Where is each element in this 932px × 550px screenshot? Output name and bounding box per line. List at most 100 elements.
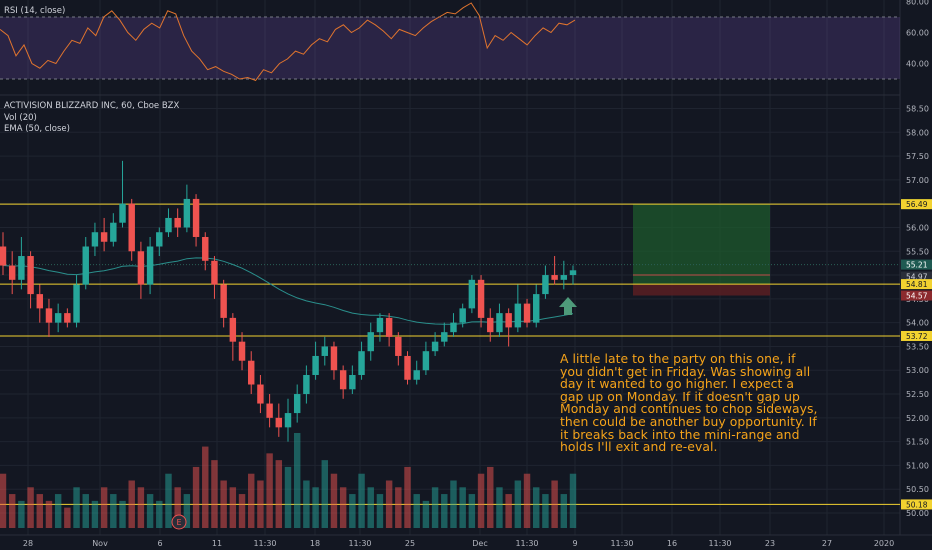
volume-bar-7 [64, 507, 71, 528]
candle-body-36 [330, 346, 338, 371]
candle-body-32 [293, 394, 301, 414]
price-tick-label-17: 50.00 [906, 509, 929, 518]
price-tick-label-6: 55.50 [906, 247, 929, 256]
time-tick-label-8: Dec [472, 539, 487, 548]
price-tick-label-13: 52.00 [906, 414, 929, 423]
rsi-label[interactable]: RSI (14, close) [4, 6, 65, 16]
volume-bar-3 [27, 487, 34, 528]
candle-body-44 [404, 355, 411, 380]
volume-bar-2 [18, 500, 25, 528]
candle-body-22 [202, 236, 209, 261]
volume-bar-16 [146, 494, 154, 528]
candle-body-6 [54, 313, 62, 323]
volume-bar-28 [257, 480, 264, 528]
candle-body-35 [321, 346, 328, 356]
level-tag-3: 50.18 [906, 500, 928, 509]
candle-body-60 [551, 275, 558, 280]
time-tick-label-4: 11:30 [253, 539, 276, 548]
price-tick-label-14: 51.50 [906, 438, 929, 447]
ema-label[interactable]: EMA (50, close) [4, 124, 70, 134]
candle-body-17 [156, 232, 163, 247]
volume-bar-15 [137, 487, 145, 528]
volume-bar-32 [293, 433, 301, 528]
volume-bar-33 [303, 480, 310, 528]
candle-body-31 [284, 413, 292, 428]
time-tick-label-3: 11 [212, 539, 222, 548]
price-tick-label-0: 58.50 [906, 105, 929, 114]
time-tick-label-15: 27 [822, 539, 832, 548]
volume-bar-11 [100, 487, 108, 528]
time-tick-label-13: 11:30 [708, 539, 731, 548]
level-tag-1: 54.81 [906, 280, 928, 289]
candle-body-53 [487, 317, 494, 333]
candle-body-23 [211, 260, 218, 285]
candle-body-47 [431, 341, 439, 352]
volume-bar-43 [395, 487, 402, 528]
candle-body-40 [367, 332, 374, 352]
candle-body-19 [174, 217, 181, 228]
volume-bar-58 [533, 487, 540, 528]
price-tick-label-11: 53.00 [906, 366, 929, 375]
time-tick-label-2: 6 [157, 539, 162, 548]
candle-body-43 [395, 336, 402, 356]
candle-body-5 [45, 308, 53, 323]
volume-bar-60 [551, 480, 558, 528]
trade-annotation: A little late to the party on this one, … [560, 351, 818, 455]
rsi-pane [0, 2, 900, 82]
candle-body-45 [413, 370, 420, 380]
price-tick-label-1: 58.00 [906, 128, 929, 137]
time-tick-label-10: 9 [572, 539, 577, 548]
candle-body-15 [137, 251, 145, 285]
volume-bar-25 [229, 487, 237, 528]
mid-price-tag: 55.21 [906, 261, 928, 270]
symbol-label[interactable]: ACTIVISION BLIZZARD INC, 60, Cboe BZX [4, 101, 180, 111]
candle-body-18 [165, 217, 172, 233]
volume-bar-37 [339, 487, 347, 528]
candle-body-8 [73, 284, 80, 323]
rsi-tick-label-2: 40.00 [906, 60, 929, 69]
rsi-line [0, 2, 576, 82]
earnings-marker-icon[interactable]: E [171, 514, 187, 530]
up-arrow-icon [559, 297, 577, 315]
volume-bar-39 [358, 473, 365, 528]
price-tick-label-10: 53.50 [906, 342, 929, 351]
candle-body-10 [91, 232, 99, 247]
volume-label[interactable]: Vol (20) [4, 113, 37, 123]
volume-bars [0, 433, 577, 528]
candle-body-33 [303, 374, 310, 395]
volume-bar-10 [91, 500, 99, 528]
time-tick-label-6: 11:30 [348, 539, 371, 548]
candle-body-21 [192, 198, 200, 237]
candle-body-20 [183, 198, 191, 228]
stop-price-tag-bg [901, 290, 932, 301]
volume-bar-19 [174, 487, 181, 528]
volume-bar-52 [477, 473, 485, 528]
price-tick-label-3: 57.00 [906, 176, 929, 185]
time-tick-label-16: 2020 [874, 539, 894, 548]
candle-body-50 [459, 308, 466, 323]
level-tag-0-bg [901, 199, 932, 210]
time-tick-label-7: 25 [405, 539, 415, 548]
volume-bar-0 [0, 473, 7, 528]
candle-body-9 [82, 246, 89, 285]
volume-bar-18 [165, 473, 172, 528]
candle-body-54 [496, 313, 503, 333]
volume-bar-38 [349, 494, 356, 528]
volume-bar-30 [275, 460, 283, 528]
rsi-tick-label-0: 80.00 [906, 0, 929, 7]
ema-path [2, 257, 574, 325]
candle-body-48 [441, 332, 448, 342]
last-price-tag-bg [901, 271, 932, 282]
candle-body-39 [358, 351, 365, 375]
volume-bar-34 [312, 487, 319, 528]
time-tick-label-9: 11:30 [515, 539, 538, 548]
time-axis[interactable]: 28 Nov 6 11 11:30 18 11:30 25 Dec 11:30 9 11:30 16 11… [23, 539, 894, 548]
price-tick-label-15: 51.00 [906, 461, 929, 470]
volume-bar-5 [45, 500, 53, 528]
volume-bar-35 [321, 460, 328, 528]
candle-body-59 [542, 275, 549, 295]
candle-body-11 [100, 232, 108, 242]
volume-bar-12 [110, 494, 117, 528]
